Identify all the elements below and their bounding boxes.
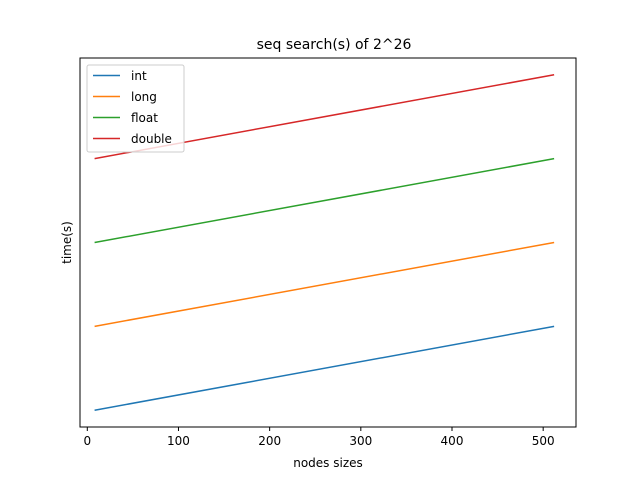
legend-label-double: double: [131, 132, 172, 146]
x-tick-label: 300: [349, 434, 372, 448]
x-tick-label: 500: [532, 434, 555, 448]
series-line-float: [94, 157, 555, 244]
x-tick-label: 400: [441, 434, 464, 448]
legend-label-long: long: [131, 90, 157, 104]
series-line-int: [94, 325, 555, 411]
legend-label-int: int: [131, 69, 147, 83]
chart-title: seq search(s) of 2^26: [257, 37, 412, 53]
x-tick-label: 100: [167, 434, 190, 448]
x-axis-label: nodes sizes: [293, 456, 363, 470]
x-tick-label: 0: [83, 434, 91, 448]
x-axis-ticks: 0 100 200 300 400 500: [83, 427, 555, 448]
x-tick-label: 200: [258, 434, 281, 448]
legend: int long float double: [86, 64, 185, 153]
series-line-long: [94, 241, 555, 328]
y-axis-label: time(s): [60, 221, 74, 264]
legend-box: [86, 64, 185, 153]
legend-label-float: float: [131, 111, 158, 125]
plot-frame: [79, 57, 577, 428]
